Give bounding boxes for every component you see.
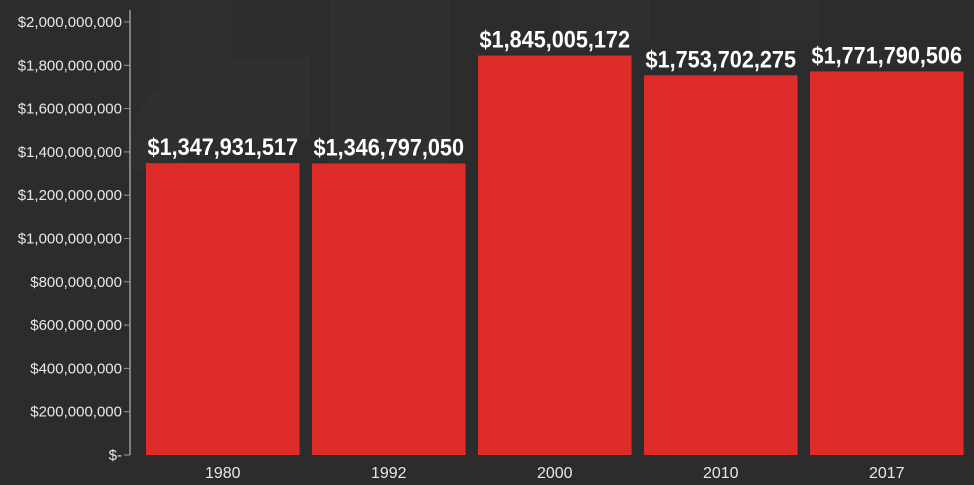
bar-2000	[478, 56, 632, 455]
x-tick-label: 1980	[205, 465, 241, 482]
y-axis-ticks: $- $200,000,000 $400,000,000 $600,000,000 $8…	[18, 14, 130, 464]
y-tick-label: $200,000,000	[30, 404, 122, 421]
data-label: $1,347,931,517	[148, 134, 298, 161]
data-label: $1,753,702,275	[646, 46, 796, 73]
x-tick-label: 2017	[869, 465, 905, 482]
y-tick-label: $1,400,000,000	[18, 144, 122, 161]
y-tick-label: $400,000,000	[30, 360, 122, 377]
bar-2010	[644, 75, 798, 455]
y-tick-label: $1,200,000,000	[18, 187, 122, 204]
y-tick-label: $2,000,000,000	[18, 14, 122, 31]
x-tick-label: 1992	[371, 465, 407, 482]
x-tick-label: 2000	[537, 465, 573, 482]
y-tick-label: $-	[109, 447, 122, 464]
y-tick-label: $1,800,000,000	[18, 57, 122, 74]
data-label: $1,771,790,506	[812, 42, 962, 69]
y-tick-label: $1,600,000,000	[18, 101, 122, 118]
y-tick-label: $1,000,000,000	[18, 231, 122, 248]
y-tick-label: $800,000,000	[30, 274, 122, 291]
data-label: $1,845,005,172	[480, 27, 630, 54]
bar-1980	[146, 163, 300, 455]
x-axis-labels: 1980 1992 2000 2010 2017	[205, 465, 905, 482]
x-tick-label: 2010	[703, 465, 739, 482]
bar-1992	[312, 163, 466, 455]
bar-2017	[810, 71, 964, 455]
y-tick-label: $600,000,000	[30, 317, 122, 334]
data-label: $1,346,797,050	[314, 134, 464, 161]
